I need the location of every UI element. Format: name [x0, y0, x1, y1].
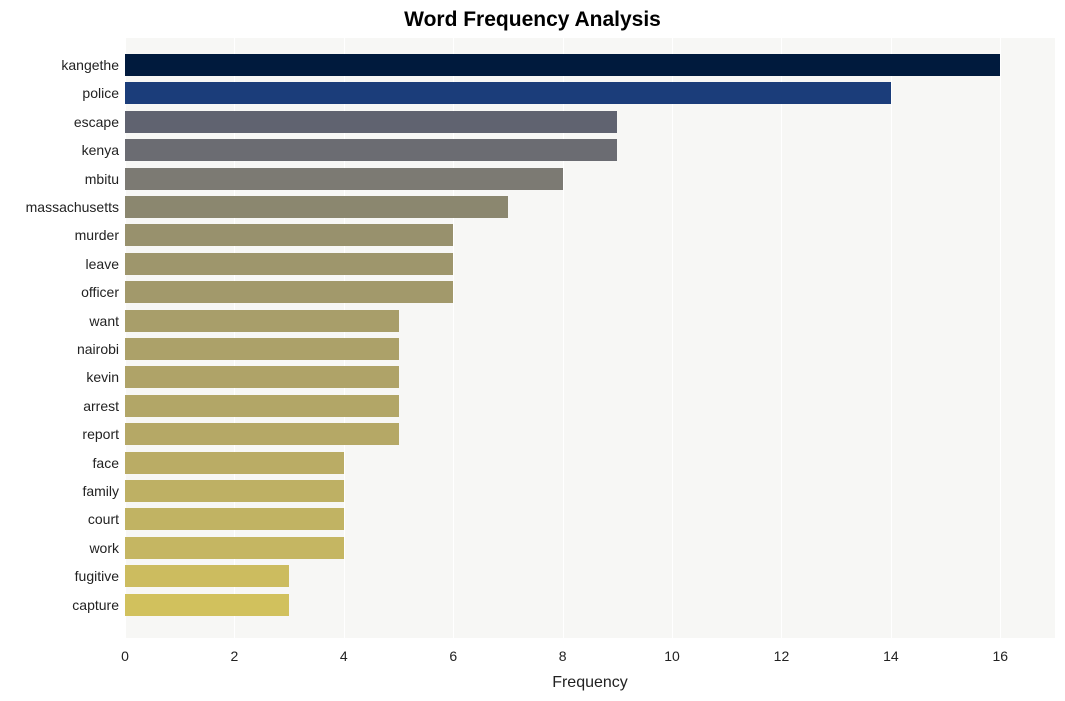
- bar: [125, 366, 399, 388]
- x-tick-label: 2: [231, 648, 239, 664]
- y-tick-label: face: [93, 455, 119, 471]
- bar: [125, 224, 453, 246]
- bar: [125, 338, 399, 360]
- bar: [125, 54, 1000, 76]
- y-tick-label: report: [82, 426, 119, 442]
- x-tick-label: 4: [340, 648, 348, 664]
- x-axis-label: Frequency: [552, 674, 628, 692]
- y-tick-label: murder: [75, 227, 119, 243]
- y-tick-label: massachusetts: [26, 199, 119, 215]
- y-tick-label: kangethe: [61, 57, 119, 73]
- y-tick-label: nairobi: [77, 341, 119, 357]
- x-tick-label: 14: [883, 648, 899, 664]
- grid-line: [1000, 38, 1001, 638]
- y-tick-label: police: [82, 85, 119, 101]
- y-tick-label: family: [82, 483, 119, 499]
- y-tick-label: escape: [74, 114, 119, 130]
- bar: [125, 480, 344, 502]
- y-tick-label: court: [88, 511, 119, 527]
- y-tick-label: leave: [86, 256, 119, 272]
- bar: [125, 452, 344, 474]
- chart-container: Word Frequency Analysis 0246810121416kan…: [0, 0, 1065, 701]
- bar: [125, 111, 617, 133]
- x-tick-label: 6: [449, 648, 457, 664]
- bar: [125, 168, 563, 190]
- bar: [125, 139, 617, 161]
- bar: [125, 281, 453, 303]
- y-tick-label: fugitive: [75, 568, 119, 584]
- x-tick-label: 12: [774, 648, 790, 664]
- x-tick-label: 0: [121, 648, 129, 664]
- grid-line: [781, 38, 782, 638]
- bar: [125, 565, 289, 587]
- bar: [125, 253, 453, 275]
- bar: [125, 508, 344, 530]
- y-tick-label: mbitu: [85, 171, 119, 187]
- bar: [125, 310, 399, 332]
- bar: [125, 395, 399, 417]
- x-tick-label: 8: [559, 648, 567, 664]
- y-tick-label: officer: [81, 284, 119, 300]
- grid-line: [672, 38, 673, 638]
- grid-line: [891, 38, 892, 638]
- chart-title: Word Frequency Analysis: [0, 8, 1065, 32]
- plot-area: 0246810121416kangethepoliceescapekenyamb…: [125, 38, 1055, 638]
- bar: [125, 594, 289, 616]
- bar: [125, 196, 508, 218]
- x-tick-label: 16: [992, 648, 1008, 664]
- y-tick-label: kevin: [86, 369, 119, 385]
- y-tick-label: work: [89, 540, 119, 556]
- y-tick-label: want: [89, 313, 119, 329]
- bar: [125, 537, 344, 559]
- y-tick-label: kenya: [82, 142, 119, 158]
- bar: [125, 423, 399, 445]
- x-tick-label: 10: [664, 648, 680, 664]
- bar: [125, 82, 891, 104]
- y-tick-label: arrest: [83, 398, 119, 414]
- y-tick-label: capture: [72, 597, 119, 613]
